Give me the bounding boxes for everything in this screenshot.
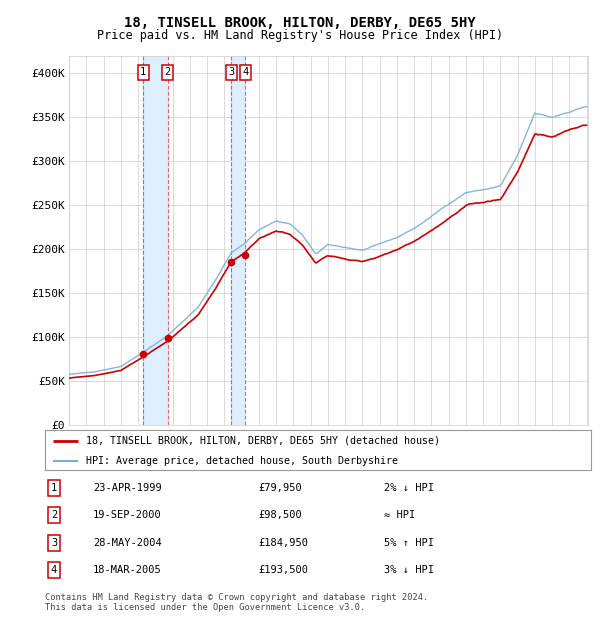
Bar <box>232 56 245 425</box>
Text: 23-APR-1999: 23-APR-1999 <box>93 483 162 493</box>
Text: 1: 1 <box>140 68 146 78</box>
Text: 18, TINSELL BROOK, HILTON, DERBY, DE65 5HY: 18, TINSELL BROOK, HILTON, DERBY, DE65 5… <box>124 16 476 30</box>
Text: 18, TINSELL BROOK, HILTON, DERBY, DE65 5HY (detached house): 18, TINSELL BROOK, HILTON, DERBY, DE65 5… <box>86 436 440 446</box>
Text: 3: 3 <box>228 68 235 78</box>
Text: HPI: Average price, detached house, South Derbyshire: HPI: Average price, detached house, Sout… <box>86 456 398 466</box>
Text: 19-SEP-2000: 19-SEP-2000 <box>93 510 162 520</box>
Text: 2: 2 <box>51 510 57 520</box>
Text: £193,500: £193,500 <box>258 565 308 575</box>
Text: 3% ↓ HPI: 3% ↓ HPI <box>384 565 434 575</box>
Text: 5% ↑ HPI: 5% ↑ HPI <box>384 538 434 547</box>
Text: 3: 3 <box>51 538 57 547</box>
Text: £98,500: £98,500 <box>258 510 302 520</box>
Text: 4: 4 <box>242 68 248 78</box>
Text: 2: 2 <box>164 68 171 78</box>
Text: £184,950: £184,950 <box>258 538 308 547</box>
Text: 2% ↓ HPI: 2% ↓ HPI <box>384 483 434 493</box>
Text: 18-MAR-2005: 18-MAR-2005 <box>93 565 162 575</box>
Bar <box>143 56 167 425</box>
Text: ≈ HPI: ≈ HPI <box>384 510 415 520</box>
Text: £79,950: £79,950 <box>258 483 302 493</box>
Text: 28-MAY-2004: 28-MAY-2004 <box>93 538 162 547</box>
Text: 4: 4 <box>51 565 57 575</box>
Text: Contains HM Land Registry data © Crown copyright and database right 2024.
This d: Contains HM Land Registry data © Crown c… <box>45 593 428 612</box>
Text: Price paid vs. HM Land Registry's House Price Index (HPI): Price paid vs. HM Land Registry's House … <box>97 29 503 42</box>
Text: 1: 1 <box>51 483 57 493</box>
